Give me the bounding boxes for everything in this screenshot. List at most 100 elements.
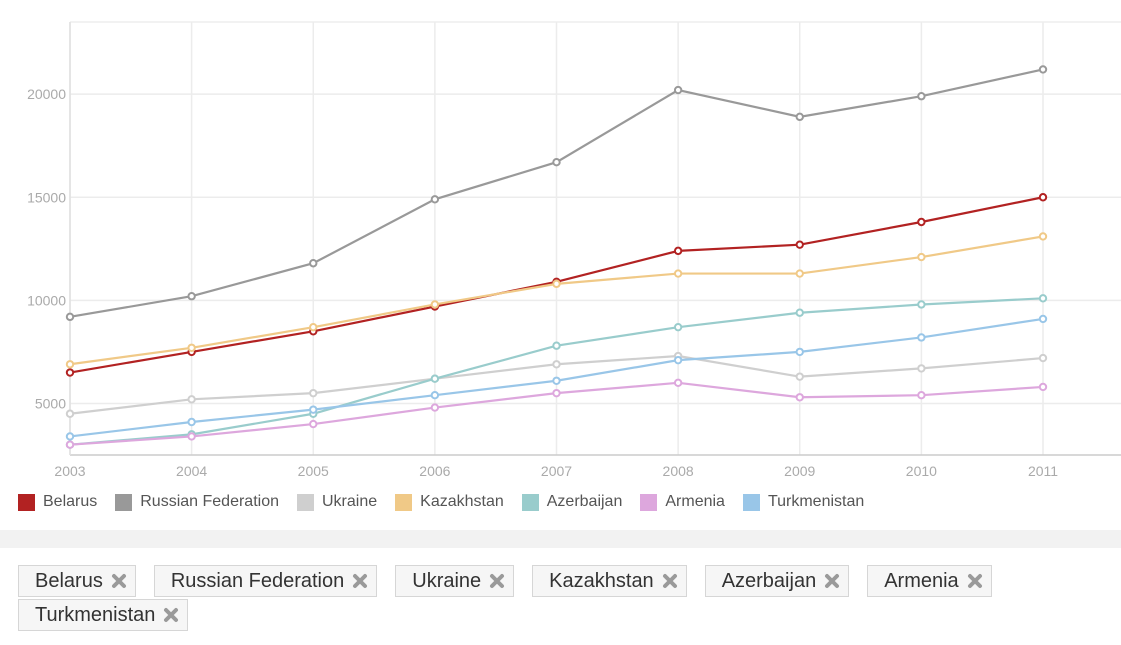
remove-tag-icon[interactable]	[163, 607, 179, 623]
data-point	[917, 333, 926, 342]
legend-label: Ukraine	[322, 493, 378, 510]
chart-area: 5000 10000 15000 20000 2003 2004 2005 2006 2007 2…	[18, 21, 1121, 514]
data-point	[552, 388, 561, 398]
country-tag[interactable]: Kazakhstan	[532, 565, 687, 597]
country-tag-label: Armenia	[884, 569, 959, 592]
data-point	[552, 376, 561, 385]
data-point	[795, 372, 804, 381]
selected-countries-tags: Belarus Russian Federation Ukraine Kazakhst…	[18, 565, 1113, 631]
legend-item[interactable]: Armenia	[640, 493, 725, 511]
data-point	[430, 300, 440, 309]
data-point	[795, 308, 804, 317]
data-point	[1038, 193, 1048, 202]
data-point	[917, 217, 926, 227]
data-point	[430, 403, 440, 412]
data-point	[1038, 382, 1048, 392]
country-tag[interactable]: Azerbaijan	[704, 565, 850, 597]
country-tag-label: Turkmenistan	[35, 603, 156, 626]
legend-label: Belarus	[43, 493, 98, 510]
data-point	[1038, 65, 1048, 74]
country-tag[interactable]: Belarus	[18, 565, 136, 597]
legend-item[interactable]: Kazakhstan	[395, 493, 504, 511]
legend-item[interactable]: Belarus	[18, 493, 97, 511]
remove-tag-icon[interactable]	[662, 573, 678, 589]
data-point	[309, 259, 318, 268]
data-point	[65, 312, 75, 322]
data-point	[65, 440, 75, 449]
chart-legend: Belarus Russian Federation Ukraine Kazakhst…	[18, 490, 864, 514]
data-point	[1038, 353, 1048, 363]
legend-item[interactable]: Ukraine	[297, 493, 377, 511]
data-point	[795, 393, 804, 402]
remove-tag-icon[interactable]	[111, 573, 127, 589]
data-point	[187, 292, 196, 301]
data-point	[187, 343, 196, 352]
data-point	[430, 374, 440, 383]
data-point	[65, 368, 75, 377]
country-tag[interactable]: Turkmenistan	[18, 599, 189, 631]
data-point	[917, 92, 926, 101]
data-point	[309, 388, 318, 398]
data-point	[309, 419, 318, 429]
country-tag-label: Russian Federation	[170, 569, 345, 592]
country-tag[interactable]: Russian Federation	[153, 565, 378, 597]
data-point	[65, 409, 75, 418]
remove-tag-icon[interactable]	[352, 573, 368, 589]
data-point	[795, 240, 804, 249]
country-tag-label: Kazakhstan	[549, 569, 654, 592]
legend-item[interactable]: Turkmenistan	[742, 493, 864, 511]
data-point	[187, 395, 196, 404]
country-tag[interactable]: Armenia	[867, 565, 992, 597]
data-point	[552, 158, 561, 167]
data-point	[65, 360, 75, 369]
x-tick-label: 2009	[784, 463, 815, 479]
legend-swatch	[297, 493, 314, 511]
data-point	[1038, 294, 1048, 303]
country-tag[interactable]: Ukraine	[395, 565, 515, 597]
data-point	[795, 347, 804, 357]
data-point	[917, 252, 926, 262]
legend-label: Armenia	[665, 493, 725, 510]
data-point	[430, 391, 440, 400]
data-point	[673, 355, 683, 365]
legend-swatch	[742, 493, 760, 511]
x-tick-label: 2011	[1028, 463, 1058, 479]
data-point	[1038, 314, 1048, 324]
x-tick-label: 2006	[419, 463, 450, 479]
data-point	[552, 360, 561, 369]
x-tick-label: 2010	[906, 463, 937, 479]
legend-swatch	[395, 493, 413, 511]
legend-item[interactable]: Russian Federation	[115, 493, 279, 511]
data-point	[552, 341, 561, 350]
legend-item[interactable]: Azerbaijan	[521, 493, 623, 511]
data-point	[1038, 232, 1048, 241]
country-tag-label: Belarus	[35, 569, 103, 592]
data-point	[673, 85, 683, 95]
data-point	[187, 417, 196, 427]
x-tick-label: 2003	[54, 463, 85, 479]
data-point	[187, 432, 196, 441]
line-chart: 5000 10000 15000 20000 2003 2004 2005 2006 2007 2…	[27, 21, 1121, 479]
y-tick-label: 10000	[27, 292, 66, 308]
data-point	[309, 405, 318, 414]
legend-label: Azerbaijan	[546, 493, 623, 510]
legend-swatch	[18, 493, 35, 511]
x-tick-label: 2007	[541, 463, 572, 479]
data-point	[430, 195, 440, 204]
data-point	[552, 279, 561, 289]
data-point	[917, 364, 926, 373]
data-point	[673, 378, 683, 388]
country-tag-label: Ukraine	[412, 569, 482, 592]
x-tick-label: 2004	[176, 463, 207, 479]
remove-tag-icon[interactable]	[489, 573, 505, 589]
data-point	[673, 269, 683, 278]
remove-tag-icon[interactable]	[824, 573, 840, 589]
remove-tag-icon[interactable]	[967, 573, 983, 589]
data-point	[917, 391, 926, 400]
data-point	[65, 432, 75, 441]
data-point	[795, 269, 804, 278]
data-point	[673, 246, 683, 256]
divider-band	[0, 530, 1121, 548]
data-point	[309, 322, 318, 332]
y-tick-label: 15000	[27, 189, 66, 205]
